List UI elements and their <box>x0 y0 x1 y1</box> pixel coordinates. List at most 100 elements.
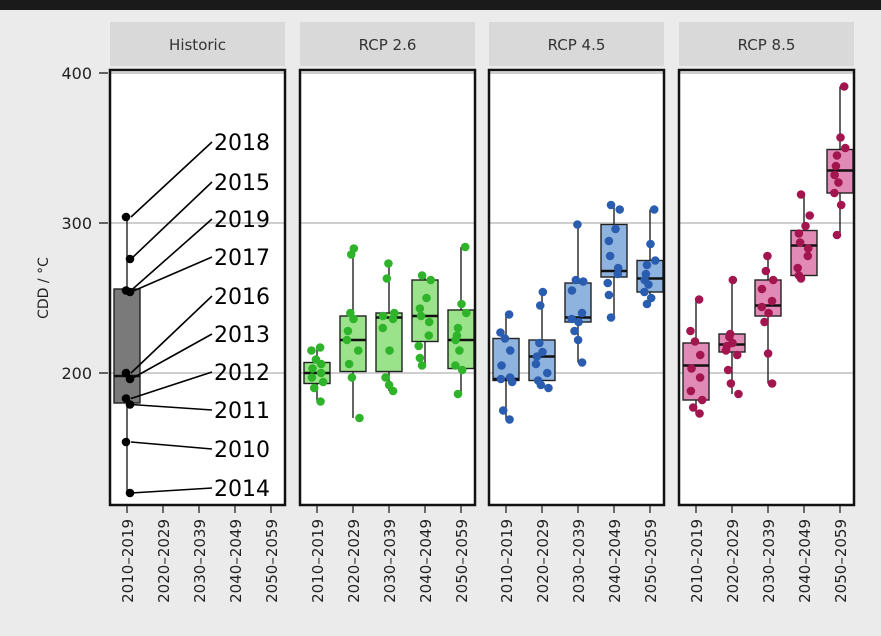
data-point <box>832 151 842 160</box>
facet-strip <box>110 22 285 66</box>
data-point <box>344 359 354 369</box>
x-tick-label: 2050–2059 <box>642 519 660 603</box>
data-point <box>578 277 588 286</box>
data-point <box>414 341 424 351</box>
data-point <box>611 224 620 234</box>
data-point <box>615 205 625 214</box>
data-point <box>424 331 434 340</box>
year-label: 2011 <box>214 399 270 424</box>
data-point <box>644 280 653 289</box>
box-2020–2029 <box>528 287 556 393</box>
data-point <box>316 359 326 369</box>
box-2030–2039 <box>754 251 782 388</box>
box-2040–2049 <box>411 271 439 370</box>
box-2030–2039 <box>564 220 592 367</box>
data-point <box>690 337 700 346</box>
data-point <box>573 220 582 229</box>
facet-panel-0: Historic 2018 2015 2019 2017 2016 2013 2012 2011… <box>108 22 287 603</box>
data-point <box>121 212 131 222</box>
data-point <box>451 335 460 345</box>
box-2020–2029 <box>339 244 367 423</box>
data-point <box>505 346 515 355</box>
data-point <box>834 178 843 187</box>
data-point <box>457 299 466 309</box>
box-iqr <box>790 229 818 277</box>
data-point <box>544 383 553 393</box>
data-point <box>757 302 767 312</box>
panel-border <box>677 68 856 507</box>
x-tick-label: 2040–2049 <box>606 519 624 603</box>
panel-border <box>108 68 287 507</box>
data-point <box>570 326 579 336</box>
data-point <box>315 343 325 352</box>
data-point <box>417 271 427 280</box>
data-point <box>504 310 514 319</box>
year-label: 2013 <box>214 323 270 348</box>
year-leader-line <box>130 333 213 380</box>
facet-panel-3: RCP 8.5 2010–2019 2020–2029 2030–2039 2040–2… <box>677 22 856 603</box>
data-point <box>308 364 317 373</box>
year-leader-line <box>130 295 213 374</box>
data-point <box>307 346 316 355</box>
box-2040–2049 <box>790 190 818 283</box>
x-tick-label: 2050–2059 <box>263 519 281 603</box>
data-point <box>793 263 803 273</box>
box-2050–2059 <box>636 205 664 309</box>
y-tick-label: 200 <box>61 364 92 383</box>
data-point <box>794 229 804 238</box>
box-iqr <box>682 342 710 401</box>
facet-strip-label: RCP 8.5 <box>738 36 796 54</box>
year-leader-line <box>130 181 213 260</box>
data-point <box>500 334 510 343</box>
y-tick-label: 400 <box>61 64 92 83</box>
box-iqr <box>113 288 141 404</box>
data-point <box>542 368 552 378</box>
data-point <box>721 346 731 355</box>
data-point <box>767 379 777 388</box>
facet-strip <box>300 22 475 66</box>
data-point <box>686 326 695 336</box>
data-point <box>125 400 135 409</box>
year-label-group: 2018 2015 2019 2017 2016 2013 2012 2011 2010 2014 <box>130 131 270 502</box>
data-point <box>688 403 698 412</box>
year-leader-line <box>130 441 213 450</box>
data-point <box>307 373 317 382</box>
data-point <box>316 368 326 378</box>
data-point <box>574 317 583 327</box>
data-point <box>728 275 738 285</box>
data-point <box>461 308 471 318</box>
data-point <box>309 383 319 393</box>
data-point <box>573 335 583 345</box>
data-point <box>646 293 656 303</box>
data-point <box>497 361 506 370</box>
year-leader-line <box>130 256 213 293</box>
data-point <box>796 274 806 283</box>
facet-panel-2: RCP 4.5 2010–2019 2020–2029 2030–2039 2040–2… <box>487 22 666 603</box>
data-point <box>453 389 463 399</box>
data-point <box>650 256 660 265</box>
year-label: 2018 <box>214 131 270 156</box>
top-border-bar <box>0 0 881 10</box>
data-point <box>384 259 393 268</box>
data-point <box>416 311 426 321</box>
data-point <box>455 346 464 355</box>
box-2010–2019 <box>303 343 331 406</box>
data-point <box>536 380 546 390</box>
data-point <box>613 269 623 279</box>
data-point <box>606 313 616 322</box>
box-2010–2019 <box>682 295 710 418</box>
data-point <box>388 314 398 324</box>
data-point <box>839 82 849 91</box>
data-point <box>767 296 777 306</box>
x-tick-label: 2020–2029 <box>155 519 173 603</box>
data-point <box>382 274 392 283</box>
data-point <box>451 361 460 370</box>
box-2010–2019 <box>492 310 520 424</box>
x-tick-label: 2020–2029 <box>345 519 363 603</box>
data-point <box>577 308 587 318</box>
data-point <box>768 275 778 285</box>
year-label: 2012 <box>214 361 270 386</box>
facet-panel-1: RCP 2.6 2010–2019 2020–2029 2030–2039 2040–2… <box>298 22 477 603</box>
x-tick-label: 2030–2039 <box>381 519 399 603</box>
data-point <box>531 359 541 369</box>
